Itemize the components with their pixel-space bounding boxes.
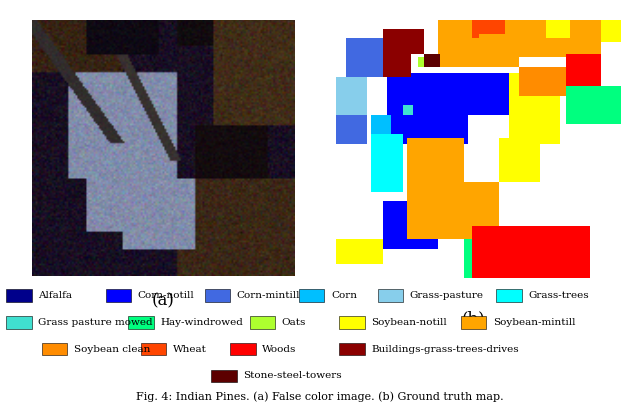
Text: Soybean clean: Soybean clean xyxy=(74,344,150,353)
Text: Oats: Oats xyxy=(282,317,306,326)
Text: Corn-mintill: Corn-mintill xyxy=(237,290,300,299)
Text: Buildings-grass-trees-drives: Buildings-grass-trees-drives xyxy=(371,344,519,353)
Text: Stone-steel-towers: Stone-steel-towers xyxy=(243,370,342,380)
Text: (b): (b) xyxy=(462,310,485,327)
Text: Woods: Woods xyxy=(262,344,297,353)
Text: Corn: Corn xyxy=(331,290,357,299)
Text: Alfalfa: Alfalfa xyxy=(38,290,72,299)
Text: Wheat: Wheat xyxy=(173,344,207,353)
Text: Soybean-notill: Soybean-notill xyxy=(371,317,447,326)
Text: Grass-trees: Grass-trees xyxy=(528,290,589,299)
Text: Soybean-mintill: Soybean-mintill xyxy=(493,317,575,326)
Text: Corn-notill: Corn-notill xyxy=(138,290,195,299)
Text: Hay-windrowed: Hay-windrowed xyxy=(160,317,243,326)
Text: Grass-pasture: Grass-pasture xyxy=(410,290,484,299)
Text: Grass pasture mowed: Grass pasture mowed xyxy=(38,317,153,326)
Text: (a): (a) xyxy=(152,292,175,309)
Text: Fig. 4: Indian Pines. (a) False color image. (b) Ground truth map.: Fig. 4: Indian Pines. (a) False color im… xyxy=(136,390,504,401)
